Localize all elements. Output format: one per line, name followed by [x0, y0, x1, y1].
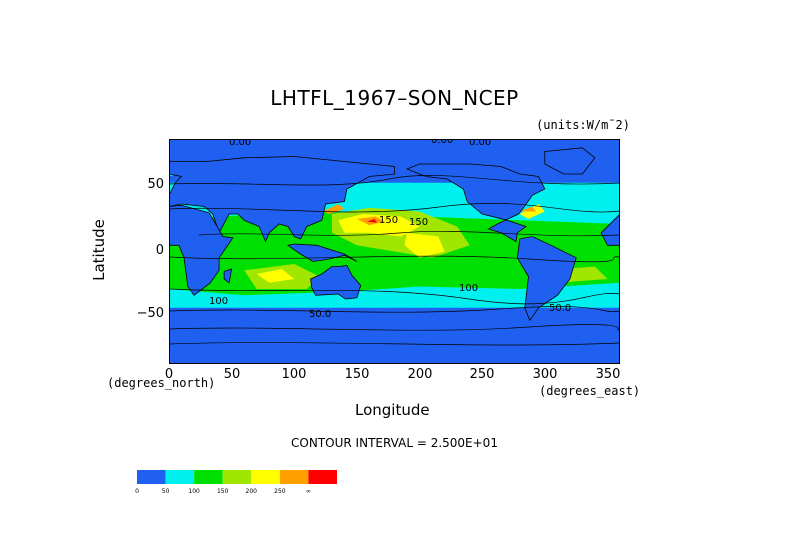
contour-label: 50.0: [309, 309, 331, 320]
flux-band-0: [169, 320, 620, 364]
x-unit-note: (degrees_east): [539, 384, 641, 398]
africa-landmass: [600, 213, 620, 246]
africa-landmass: [169, 204, 234, 296]
colorbar-swatch: [308, 470, 337, 484]
x-axis-label: Longitude: [355, 401, 430, 419]
contour-line: [169, 306, 620, 313]
contour-label: 0.00: [229, 139, 251, 148]
x-tick-label: 150: [344, 367, 370, 382]
x-tick-label: 250: [469, 367, 495, 382]
contour-line: [169, 255, 620, 263]
x-tick-label: 200: [407, 367, 433, 382]
colorbar-swatch: [137, 470, 166, 484]
y-tick-label: −50: [136, 306, 164, 321]
contour-label: 150: [409, 217, 428, 228]
flux-band-200: [404, 232, 445, 258]
x-tick-label: 0: [164, 367, 174, 382]
flux-band-200: [256, 269, 295, 283]
colorbar-label: 50: [162, 488, 170, 495]
contour-line: [169, 203, 620, 213]
y-tick-label: 0: [155, 243, 164, 258]
colorbar-swatch: [222, 470, 252, 484]
flux-band-250: [519, 206, 537, 212]
madagascar-landmass: [223, 268, 233, 284]
eurasia-landmass: [169, 156, 395, 243]
contour-line: [169, 324, 620, 331]
x-tick-label: 100: [281, 367, 307, 382]
contour-line: [169, 175, 620, 186]
colorbar-label: 250: [274, 488, 286, 495]
colorbar: 0 50 100 150 200 250 ∞: [135, 470, 337, 495]
contour-label: 0.00: [469, 139, 491, 148]
plot-frame: [169, 139, 620, 364]
colorbar-swatch: [165, 470, 195, 484]
contour-interval: CONTOUR INTERVAL = 2.500E+01: [291, 436, 498, 450]
colorbar-swatch: [279, 470, 309, 484]
chart-title: LHTFL_1967–SON_NCEP: [270, 86, 519, 110]
x-tick-label: 50: [223, 367, 241, 382]
contour-label: 100: [209, 296, 228, 307]
contour-label: 100: [459, 283, 478, 294]
x-tick-label: 350: [595, 367, 621, 382]
contour-line: [169, 288, 620, 305]
units-note: (units:W/m¯2): [536, 118, 630, 132]
north-america-landmass: [405, 163, 546, 243]
colorbar-label: 200: [246, 488, 258, 495]
contour-line: [169, 342, 620, 346]
south-america-landmass: [516, 236, 577, 322]
colorbar-label: 100: [188, 488, 200, 495]
map-plot: 0.00 0.00 0.00 150 150 100 50.0 50.0 100: [169, 139, 620, 364]
contour-label: 0.00: [431, 139, 453, 146]
x-tick-label: 300: [532, 367, 558, 382]
greenland-landmass: [544, 147, 596, 175]
colorbar-label: ∞: [306, 488, 311, 495]
flux-band-300: [366, 219, 377, 223]
contour-label: 150: [379, 215, 398, 226]
y-tick-label: 50: [147, 177, 164, 192]
colorbar-swatch: [194, 470, 223, 484]
y-axis-label: Latitude: [90, 219, 108, 281]
flux-band-0: [169, 139, 620, 162]
contour-line: [198, 230, 620, 237]
colorbar-swatch: [251, 470, 280, 484]
y-unit-note: (degrees_north): [107, 376, 216, 390]
colorbar-label: 150: [217, 488, 229, 495]
colorbar-label: 0: [135, 488, 139, 495]
contour-label: 50.0: [549, 303, 571, 314]
